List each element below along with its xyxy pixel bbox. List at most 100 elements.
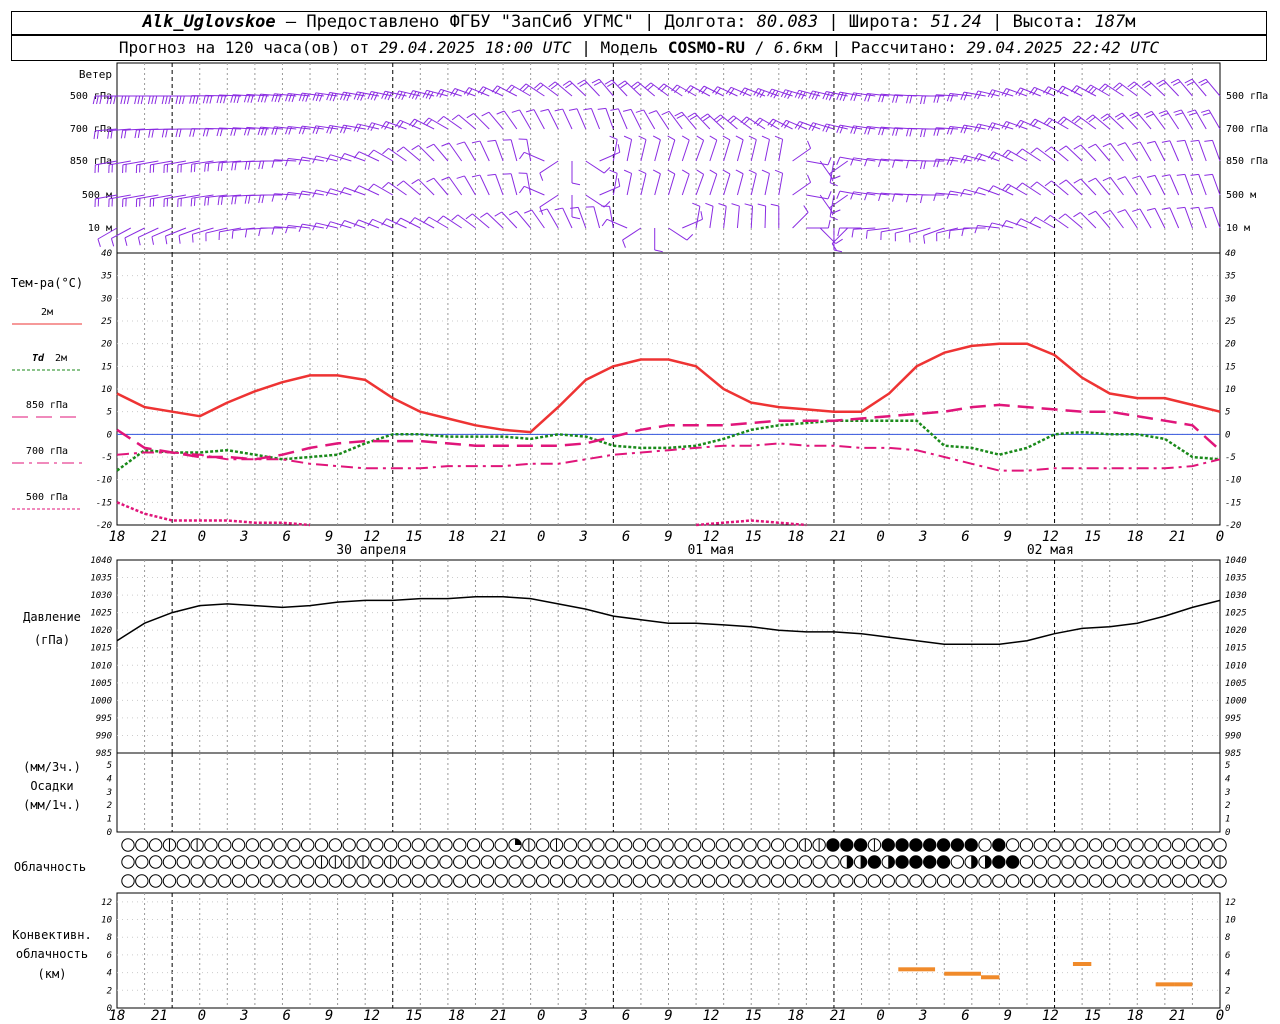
wind-barb xyxy=(465,213,490,229)
wind-barb-feather xyxy=(487,173,496,176)
wind-barb-feather xyxy=(216,127,220,137)
wind-barb xyxy=(571,161,581,186)
wind-barb xyxy=(908,227,931,243)
wind-barb-feather xyxy=(1161,174,1171,177)
wind-barb-feather xyxy=(773,90,779,99)
wind-barb-staff xyxy=(812,122,835,130)
cloud-symbol xyxy=(881,874,895,888)
wind-barb-staff xyxy=(1034,118,1055,130)
wind-barb-feather xyxy=(864,158,868,167)
cloud-symbol xyxy=(231,874,246,888)
cloud-symbol xyxy=(729,838,743,852)
wind-barb-feather xyxy=(1043,86,1049,94)
wind-barb-feather xyxy=(960,91,965,100)
cloud-symbol xyxy=(812,874,826,888)
cloud-symbol xyxy=(1061,874,1075,888)
cloud-symbol xyxy=(397,855,412,869)
wind-barb xyxy=(1044,180,1069,196)
wind-barb-feather xyxy=(667,169,676,175)
wind-barb xyxy=(191,227,214,243)
wind-barb-feather xyxy=(784,90,789,99)
wind-barb-staff xyxy=(1177,78,1193,97)
wind-barb-feather xyxy=(382,148,389,155)
wind-barb-staff xyxy=(150,194,173,200)
wind-barb-feather xyxy=(234,162,237,171)
wind-barb-staff xyxy=(219,127,242,130)
wind-barb-staff xyxy=(1154,175,1166,196)
wind-barb xyxy=(973,123,1000,133)
wind-barb-staff xyxy=(302,223,324,229)
wind-barb-feather xyxy=(244,195,248,204)
wind-barb-feather xyxy=(623,135,632,140)
wind-barb-feather xyxy=(536,84,544,91)
wind-barb-feather xyxy=(285,158,289,167)
time-axis-bottom-tick-label: 21 xyxy=(490,1008,507,1024)
time-axis-top-tick-label: 21 xyxy=(490,529,507,545)
wind-barb-feather xyxy=(1204,173,1213,176)
wind-barb-feather xyxy=(1202,112,1211,116)
wind-barb-feather xyxy=(491,85,498,93)
cloud-symbol-fill xyxy=(895,855,909,869)
wind-barb-staff xyxy=(495,140,504,162)
wind-barb-staff xyxy=(1051,146,1069,162)
cloud-symbol xyxy=(1033,874,1048,888)
temp-y-tick-left: -5 xyxy=(101,453,112,463)
wind-barb xyxy=(285,92,311,103)
wind-barb xyxy=(451,114,476,130)
wind-barb-staff xyxy=(1133,81,1152,97)
cloud-symbol xyxy=(1088,855,1103,869)
wind-barb-feather xyxy=(381,218,387,226)
wind-barb xyxy=(905,94,931,104)
wind-barb-staff xyxy=(585,194,605,208)
wind-barb-feather xyxy=(801,91,806,100)
wind-barb-staff xyxy=(733,115,752,130)
wind-barb xyxy=(312,222,338,231)
wind-barb-feather xyxy=(933,158,937,168)
wind-barb-staff xyxy=(936,127,959,130)
temp-y-tick-left: 30 xyxy=(100,294,112,304)
pressure-y-tick-left: 990 xyxy=(96,731,112,741)
cloud-symbol xyxy=(950,855,965,869)
wind-barb-staff xyxy=(458,114,476,130)
legend-label: 850 гПа xyxy=(26,400,68,411)
wind-barb-feather xyxy=(1102,209,1111,215)
wind-barb xyxy=(946,156,972,166)
wind-barb-feather xyxy=(794,90,800,98)
time-axis-top-tick-label: 3 xyxy=(578,529,587,545)
wind-barb-feather xyxy=(247,127,251,136)
wind-barb-feather xyxy=(1004,89,1010,97)
wind-barb-feather xyxy=(836,190,841,199)
wind-barb-feather xyxy=(466,113,474,119)
wind-barb xyxy=(271,126,297,136)
wind-barb-staff xyxy=(963,124,986,130)
cloud-symbol xyxy=(1185,838,1200,852)
wind-barb-feather xyxy=(936,159,940,168)
wind-barb xyxy=(1190,206,1207,229)
wind-barb-feather xyxy=(638,135,647,141)
cloud-symbol-fill xyxy=(1006,855,1019,869)
wind-barb xyxy=(1029,118,1055,130)
time-axis-top-tick-label: 3 xyxy=(918,529,927,545)
temp-y-tick-right: 25 xyxy=(1225,317,1236,327)
cloud-symbol xyxy=(867,874,882,888)
wind-barb-feather xyxy=(780,119,787,128)
wind-barb-staff xyxy=(993,185,1014,196)
time-axis-top-tick-label: 6 xyxy=(961,529,969,545)
wind-barb-feather xyxy=(471,174,481,178)
wind-barb-feather xyxy=(735,135,744,141)
wind-barb xyxy=(525,109,545,130)
cloud-symbol xyxy=(1199,838,1213,852)
wind-barb-feather xyxy=(178,95,182,105)
wind-barb-feather xyxy=(411,120,418,128)
wind-barb xyxy=(1001,88,1028,97)
wind-barb xyxy=(1043,117,1069,130)
wind-barb xyxy=(987,151,1014,162)
wind-barb xyxy=(524,209,545,229)
wind-barb-staff xyxy=(165,227,187,237)
wind-barb xyxy=(1016,148,1042,162)
wind-barb-feather xyxy=(881,94,885,103)
wind-barb xyxy=(217,194,242,206)
wind-barb-feather xyxy=(787,91,793,99)
cloud-symbol xyxy=(1185,855,1200,869)
cloud-symbol xyxy=(757,855,771,869)
